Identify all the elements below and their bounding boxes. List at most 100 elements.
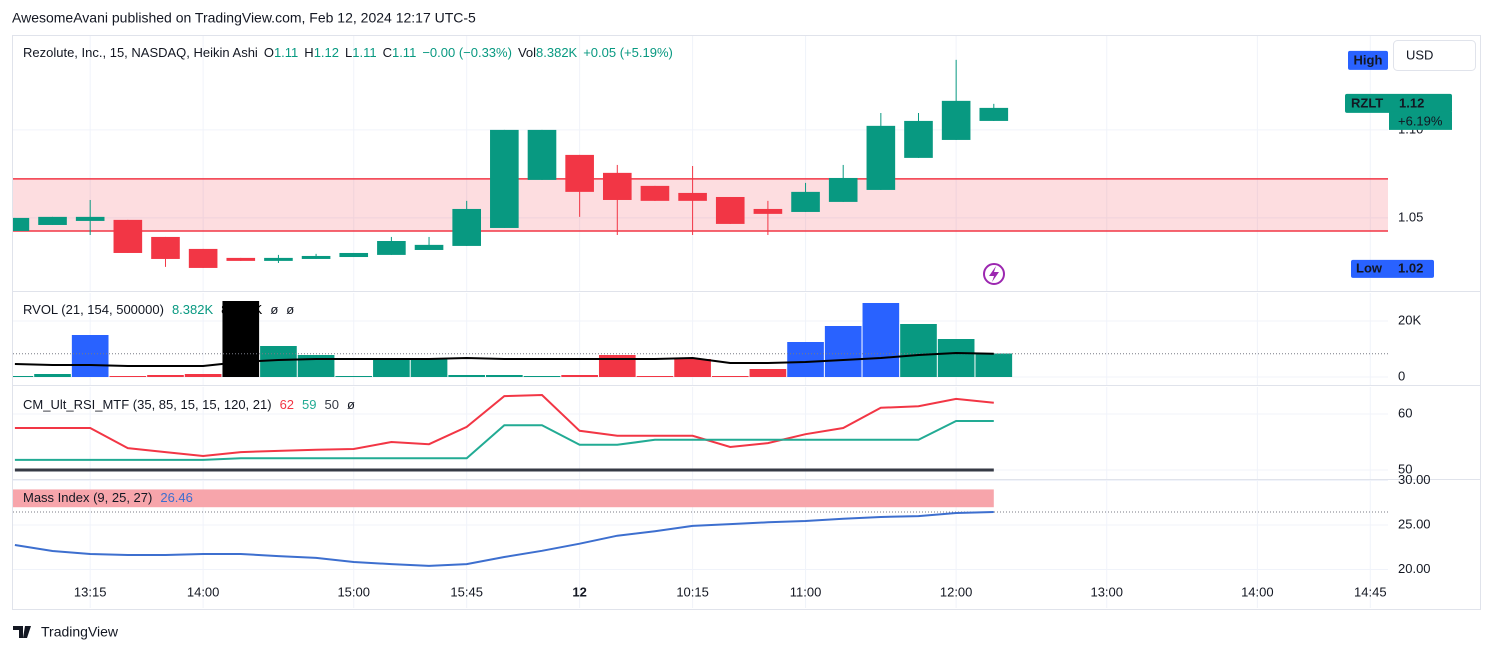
price-tag-symbol: RZLT: [1351, 95, 1383, 110]
bar: [71, 334, 109, 378]
legend-value: ø: [286, 302, 294, 317]
bar: [410, 357, 448, 378]
candle-body: [941, 100, 971, 140]
candle-body: [113, 219, 143, 253]
bar: [13, 376, 34, 378]
legend-key: L: [345, 45, 352, 60]
legend: CM_Ult_RSI_MTF (35, 85, 15, 15, 120, 21)…: [23, 397, 355, 412]
bar: [373, 357, 410, 378]
bar: [674, 358, 711, 378]
x-tick-label: 11:00: [790, 584, 822, 599]
x-tick-label: 13:15: [74, 584, 107, 599]
y-tick-label: 20.00: [1398, 561, 1431, 576]
legend-value: 50: [325, 397, 339, 412]
zone: [13, 178, 1388, 231]
y-tick-label: 0: [1398, 368, 1405, 383]
y-tick-label: 25.00: [1398, 516, 1431, 531]
legend-title: RVOL (21, 154, 500000): [23, 302, 164, 317]
legend-value: 62: [280, 397, 294, 412]
bar: [561, 375, 598, 378]
pane: [13, 480, 1388, 608]
candle-body: [979, 107, 1009, 121]
candle-body: [565, 154, 594, 192]
high-tag: [1348, 50, 1388, 70]
candle-body: [188, 248, 218, 268]
bar: [900, 323, 937, 378]
band: [13, 489, 994, 508]
low-tag-value: 1.02: [1398, 260, 1423, 275]
x-tick-label: 14:45: [1354, 584, 1387, 599]
plot-layer: 1.051.10Rezolute, Inc., 15, NASDAQ, Heik…: [13, 36, 1452, 608]
y-tick-label: 30.00: [1398, 472, 1431, 487]
legend: RVOL (21, 154, 500000) 8.382K 8.291K ø ø: [23, 302, 294, 317]
legend-value: 1.11: [274, 45, 298, 60]
legend-value: ø: [270, 302, 278, 317]
bar: [787, 342, 824, 378]
alert-icon[interactable]: [983, 263, 1005, 285]
bar: [636, 376, 674, 378]
candle-body: [602, 172, 632, 200]
pane: [13, 36, 1388, 291]
bar: [749, 369, 787, 378]
candle-body: [339, 252, 369, 258]
candle-body: [904, 120, 933, 158]
legend-value: 8.291K: [221, 302, 263, 317]
candle-body: [828, 177, 858, 202]
bar: [937, 339, 975, 378]
bar: [335, 376, 373, 378]
x-tick-label: 14:00: [1241, 584, 1274, 599]
candle-body: [377, 240, 406, 255]
legend-key: Vol: [518, 45, 536, 60]
bar: [147, 375, 184, 378]
y-tick-label: 60: [1398, 405, 1412, 420]
series-line: [14, 511, 994, 567]
legend-value: 59: [302, 397, 316, 412]
legend: Rezolute, Inc., 15, NASDAQ, Heikin Ashi O…: [23, 45, 673, 60]
x-tick-label: 12: [572, 584, 586, 599]
y-tick-label: 20K: [1398, 312, 1421, 327]
legend-change: +0.05 (+5.19%): [583, 45, 673, 60]
bar: [222, 300, 260, 378]
price-tag-change: +6.19%: [1398, 113, 1443, 128]
candle-body: [490, 129, 519, 228]
candle-body: [301, 255, 331, 259]
pane: [13, 387, 1388, 479]
y-tick-label: 50: [1398, 461, 1412, 476]
price-tag: [1389, 111, 1452, 130]
candle-body: [640, 185, 670, 201]
average-line: [14, 351, 994, 367]
legend-value: 8.382K: [172, 302, 214, 317]
currency-button[interactable]: [1393, 40, 1476, 71]
bar: [486, 375, 523, 378]
series-line: [14, 393, 994, 458]
currency-label[interactable]: USD: [1406, 47, 1433, 62]
candle-body: [226, 257, 256, 261]
legend-key: H: [304, 45, 313, 60]
bar: [448, 375, 486, 378]
bar: [975, 353, 1013, 378]
bar: [297, 355, 335, 378]
bar: [523, 376, 561, 378]
y-tick-label: 1.05: [1398, 209, 1423, 224]
bar: [598, 355, 636, 378]
bar: [184, 374, 222, 378]
legend-value: 8.382K: [536, 45, 578, 60]
bar: [824, 326, 862, 378]
candle-body: [678, 192, 707, 201]
high-tag-label: High: [1354, 52, 1383, 67]
frame: [12, 35, 1481, 610]
candle-body: [414, 244, 444, 250]
candle-body: [527, 129, 557, 180]
x-tick-label: 14:00: [187, 584, 220, 599]
bar: [109, 376, 147, 378]
candle-body: [715, 196, 745, 224]
x-tick-label: 13:00: [1090, 584, 1123, 599]
candle-body: [151, 236, 180, 259]
candle-body: [791, 191, 820, 212]
published-note: AwesomeAvani published on TradingView.co…: [12, 10, 476, 26]
legend: Mass Index (9, 25, 27) 26.46: [23, 490, 193, 505]
legend-value: 26.46: [160, 490, 193, 505]
bar: [711, 376, 749, 378]
legend-extra: ø: [347, 397, 355, 412]
